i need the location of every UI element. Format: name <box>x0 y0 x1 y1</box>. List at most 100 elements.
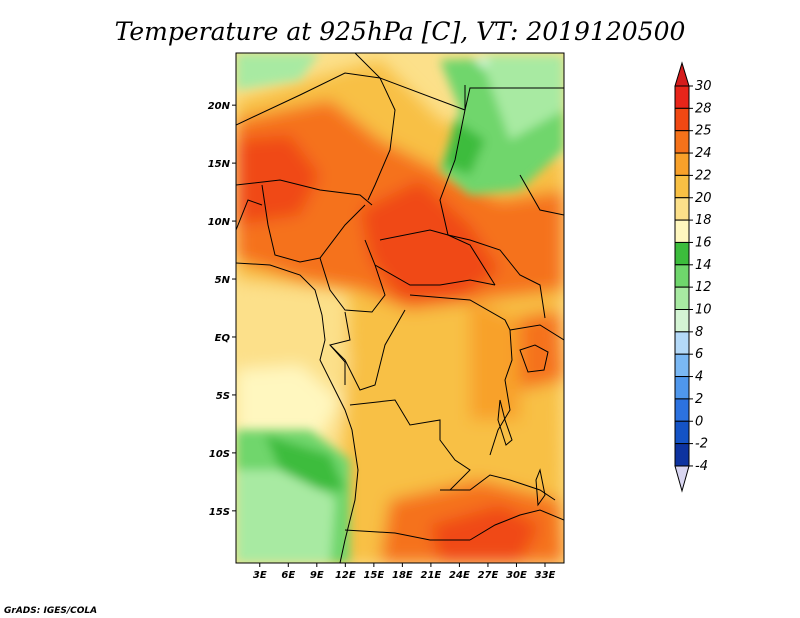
colorbar-label: 25 <box>695 124 712 139</box>
colorbar-label: 2 <box>695 392 703 407</box>
colorbar-segment <box>674 331 690 355</box>
boundary-gabon <box>329 344 346 385</box>
lake-tanganyika <box>497 399 513 446</box>
colorbar-label: 6 <box>695 347 703 362</box>
colorbar-segment <box>674 85 690 109</box>
x-tick-label: 30E <box>506 570 527 581</box>
map-frame <box>235 52 565 564</box>
field-hot-28-deep <box>430 505 540 563</box>
country-boundaries <box>236 53 564 563</box>
colorbar-top-arrow <box>674 61 690 87</box>
x-tick-label: 27E <box>478 570 499 581</box>
x-tick-label: 21E <box>421 570 442 581</box>
boundary-drc-north <box>409 294 511 331</box>
colorbar-label: 8 <box>695 325 703 340</box>
colorbar-segment <box>674 420 690 445</box>
colorbar-segment <box>674 197 690 221</box>
field-cool-areas <box>236 53 564 563</box>
x-tick-label: 33E <box>535 570 556 581</box>
chart-title: Temperature at 925hPa [C], VT: 201912050… <box>115 17 686 46</box>
colorbar-label: 22 <box>695 168 712 183</box>
x-tick-label: 18E <box>392 570 413 581</box>
boundary-coastline-west <box>319 314 359 563</box>
boundary-drc-east <box>489 329 513 456</box>
x-tick-label: 9E <box>310 570 324 581</box>
y-tick-label: 10N <box>208 217 231 228</box>
boundary-zambia-zimbabwe <box>469 509 564 541</box>
boundary-sudan-west <box>439 109 466 236</box>
colorbar-label: 18 <box>695 213 712 228</box>
colorbar-segment <box>674 376 690 400</box>
x-tick-label: 24E <box>449 570 470 581</box>
boundary-niger-south <box>236 179 373 206</box>
lake-victoria <box>519 344 549 373</box>
y-tick-label: 5S <box>216 391 230 402</box>
boundary-ethiopia <box>519 174 564 216</box>
y-tick-label: 5N <box>215 275 231 286</box>
boundary-car <box>374 264 496 286</box>
boundary-coastline-gulf <box>236 262 323 316</box>
field-cool-18-coast <box>236 365 340 440</box>
colorbar-label: 20 <box>695 191 712 206</box>
colorbar-bottom-arrow <box>674 465 690 493</box>
colorbar-label: 16 <box>695 235 712 250</box>
field-hot-28-central <box>360 180 500 300</box>
colorbar-segment <box>674 152 690 176</box>
colorbar-segment <box>674 398 690 422</box>
y-axis-ticks: 20N 15N 10N 5N EQ 5S 10S 15S <box>208 101 236 518</box>
boundary-south-sudan <box>447 234 546 319</box>
field-cool-10-peak <box>472 58 490 70</box>
lake-malawi <box>535 468 546 507</box>
x-axis-ticks: 3E 6E 9E 12E 15E 18E 21E 24E 27E 30E 33E <box>253 563 556 581</box>
boundary-egypt-sudan <box>464 85 564 111</box>
boundary-uganda <box>509 324 564 341</box>
boundary-libya-chad <box>367 77 396 201</box>
y-tick-label: 15N <box>208 159 231 170</box>
colorbar-segment <box>674 107 690 132</box>
x-tick-label: 12E <box>335 570 356 581</box>
colorbar-label: 28 <box>695 101 712 116</box>
boundary-angola <box>349 399 471 491</box>
colorbar-label: 24 <box>695 146 712 161</box>
colorbar-label: 4 <box>695 370 703 385</box>
boundary-zambia <box>440 474 556 501</box>
boundary-west-africa <box>236 199 263 231</box>
colorbar-segment <box>674 353 690 378</box>
colorbar-segment <box>674 241 690 266</box>
temperature-field <box>236 53 564 563</box>
x-tick-label: 6E <box>281 570 295 581</box>
colorbar-label: 14 <box>695 258 712 273</box>
field-blobs <box>236 60 564 563</box>
field-cool-north-sahara <box>236 53 320 90</box>
colorbar-label: -4 <box>695 459 708 474</box>
colorbar-label: 12 <box>695 280 712 295</box>
colorbar-segment <box>674 219 690 243</box>
y-tick-label: 20N <box>208 101 231 112</box>
boundary-congo <box>329 309 406 391</box>
colorbar-segment <box>674 309 690 333</box>
colorbar-segment <box>674 286 690 310</box>
y-tick-label: 10S <box>209 449 230 460</box>
y-tick-label: 15S <box>209 507 230 518</box>
field-warm-22-eastlake <box>470 300 520 420</box>
boundary-angola-south <box>344 529 470 541</box>
boundary-libya-egypt <box>354 53 466 111</box>
boundary-algeria-niger <box>236 72 381 126</box>
grads-credit: GrADS: IGES/COLA <box>4 606 97 616</box>
colorbar-segment <box>674 174 690 199</box>
colorbar-segment <box>674 264 690 288</box>
x-tick-label: 15E <box>363 570 384 581</box>
x-tick-label: 3E <box>253 570 267 581</box>
field-cool-14-atlantic <box>236 470 335 563</box>
colorbar-label: -2 <box>695 437 708 452</box>
colorbar-label: 0 <box>695 414 703 429</box>
field-cool-12-red-sea <box>480 55 564 140</box>
colorbar-segment <box>674 443 690 467</box>
colorbar-label: 30 <box>695 79 712 94</box>
field-cool-16-coastline <box>265 435 345 490</box>
colorbar-label: 10 <box>695 303 712 318</box>
colorbar-segment <box>674 130 690 154</box>
boundary-nigeria <box>261 184 366 263</box>
